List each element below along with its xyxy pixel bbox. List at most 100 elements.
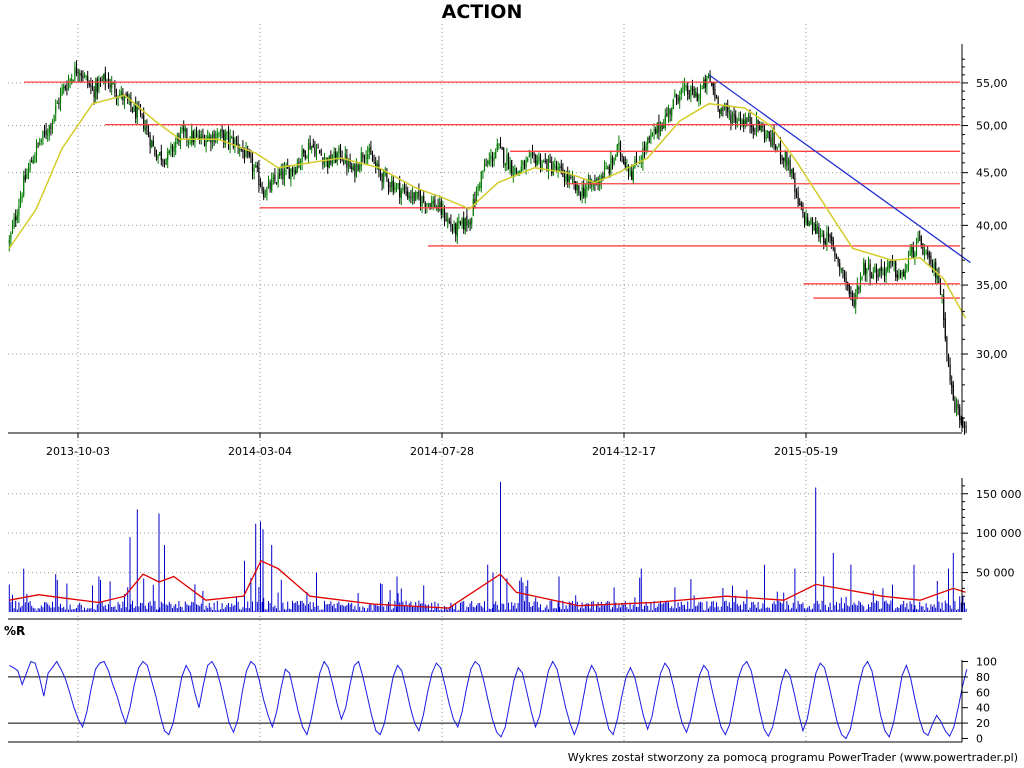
candle-body xyxy=(498,144,500,146)
candle-body xyxy=(679,96,681,102)
candle-body xyxy=(312,144,314,147)
candle-body xyxy=(607,167,609,169)
candle-body xyxy=(432,200,434,204)
oscillator-tick-label: 40 xyxy=(976,702,990,715)
candle-body xyxy=(955,403,958,410)
oscillator-tick-label: 60 xyxy=(976,686,990,699)
candle-body xyxy=(162,160,164,162)
candle-body xyxy=(843,270,846,279)
candle-body xyxy=(629,172,631,174)
candle-body xyxy=(69,79,71,82)
candle-body xyxy=(27,168,30,176)
candle-body xyxy=(840,268,842,271)
candle-body xyxy=(173,145,175,152)
candle-body xyxy=(882,269,884,271)
candle-body xyxy=(235,139,238,142)
candle-body xyxy=(927,251,929,255)
candle-body xyxy=(664,115,666,128)
candle-body xyxy=(93,89,95,97)
candle-body xyxy=(645,144,647,153)
volume-tick-label: 50 000 xyxy=(976,567,1015,580)
candle-body xyxy=(859,277,862,288)
candle-body xyxy=(256,165,258,169)
candle-body xyxy=(135,102,137,119)
candle-body xyxy=(759,125,761,131)
candle-body xyxy=(403,187,406,190)
candle-body xyxy=(360,152,362,167)
candle-body xyxy=(773,132,775,145)
candle-body xyxy=(467,220,470,228)
candle-body xyxy=(666,113,668,116)
williams-r-line xyxy=(9,660,968,740)
price-panel xyxy=(8,60,971,435)
candle-body xyxy=(552,168,554,175)
candle-body xyxy=(47,133,49,135)
candle-body xyxy=(373,162,375,164)
candle-body xyxy=(690,86,692,97)
candle-body xyxy=(365,157,367,159)
candle-body xyxy=(720,107,722,114)
candle-body xyxy=(296,162,298,172)
candle-body xyxy=(551,162,553,174)
candle-body xyxy=(355,163,358,175)
candle-body xyxy=(714,89,716,98)
candle-body xyxy=(794,177,796,193)
candle-body xyxy=(618,143,620,146)
candle-body xyxy=(784,150,786,163)
candle-body xyxy=(298,162,300,165)
candle-body xyxy=(839,262,841,269)
candle-body xyxy=(157,154,159,158)
candle-body xyxy=(455,223,457,235)
candle-body xyxy=(83,74,86,78)
date-tick-label: 2015-05-19 xyxy=(774,445,838,458)
candle-body xyxy=(687,86,689,95)
candle-body xyxy=(776,146,778,148)
date-tick-label: 2013-10-03 xyxy=(46,445,110,458)
candle-body xyxy=(946,337,948,354)
candle-body xyxy=(808,222,810,226)
candle-body xyxy=(960,418,962,424)
volume-tick-label: 150 000 xyxy=(976,488,1022,501)
candle-body xyxy=(408,196,410,198)
candle-body xyxy=(133,104,135,112)
candle-body xyxy=(541,163,543,170)
candle-body xyxy=(683,85,686,90)
candle-body xyxy=(706,76,708,87)
candle-body xyxy=(426,203,428,206)
candle-body xyxy=(901,271,903,276)
candle-body xyxy=(703,79,705,89)
candle-body xyxy=(554,164,556,168)
candle-body xyxy=(251,157,254,172)
candle-body xyxy=(442,207,444,215)
candle-body xyxy=(887,265,889,270)
candle-body xyxy=(656,122,658,133)
candle-body xyxy=(565,174,567,182)
candle-body xyxy=(343,162,345,164)
candle-body xyxy=(699,89,702,97)
candle-body xyxy=(659,125,662,134)
candle-body xyxy=(295,170,297,173)
candle-body xyxy=(763,129,766,139)
candle-body xyxy=(896,274,898,278)
candle-body xyxy=(493,157,495,161)
candle-body xyxy=(229,136,231,146)
candle-body xyxy=(610,157,612,174)
candle-body xyxy=(874,266,876,272)
candle-body xyxy=(394,187,396,190)
candle-body xyxy=(725,105,727,109)
candle-body xyxy=(675,94,678,98)
candle-body xyxy=(154,147,156,156)
candle-body xyxy=(368,148,370,152)
candle-body xyxy=(61,88,63,95)
candle-body xyxy=(743,120,745,127)
candle-body xyxy=(21,195,23,199)
candle-body xyxy=(963,425,966,427)
candle-body xyxy=(200,134,202,139)
candle-body xyxy=(717,97,719,110)
candle-body xyxy=(263,190,265,198)
candle-body xyxy=(144,127,146,131)
candle-body xyxy=(50,126,52,129)
candle-body xyxy=(810,218,812,225)
candle-body xyxy=(691,87,694,91)
candle-body xyxy=(546,159,548,171)
